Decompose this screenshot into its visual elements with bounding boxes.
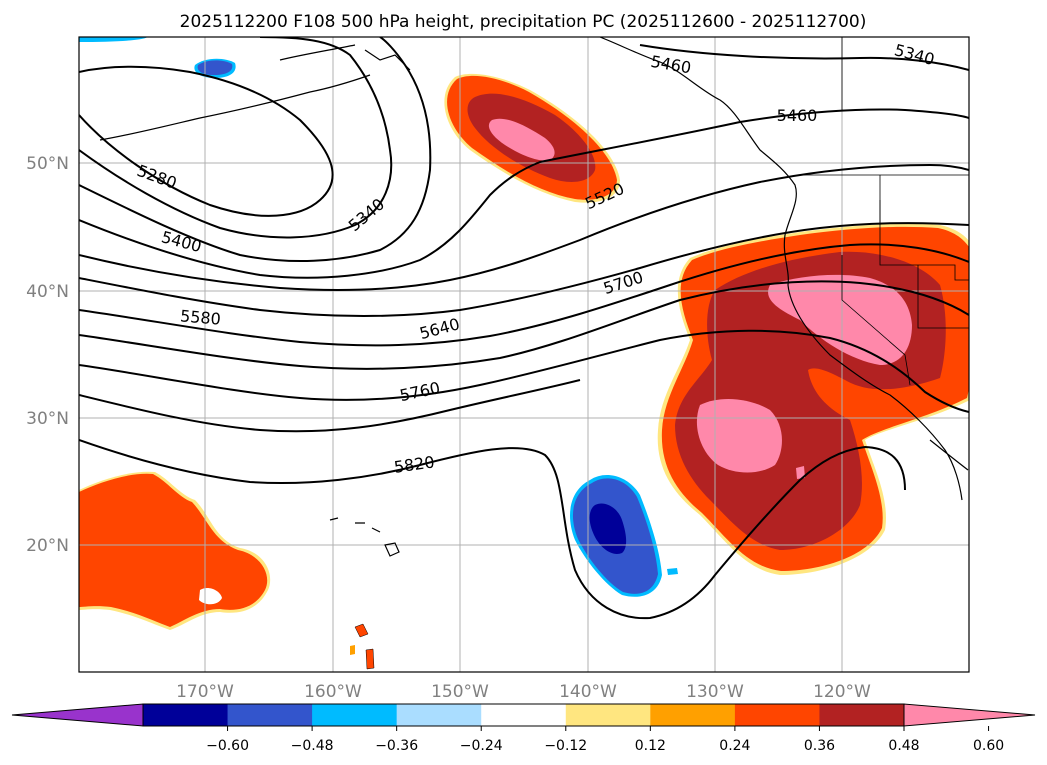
contour-5760 — [79, 329, 969, 413]
map-frame — [78, 36, 970, 673]
colorbar-tick-label: −0.60 — [206, 738, 249, 754]
contour-label-5700: 5700 — [601, 267, 646, 298]
lon-label-150: 150°W — [431, 682, 489, 702]
lon-label-130: 130°W — [686, 682, 744, 702]
colorbar-segment — [312, 704, 398, 726]
contour-label-5340b: 5340 — [892, 40, 936, 69]
height-contours — [79, 37, 969, 620]
colorbar-tick-label: 0.36 — [804, 738, 835, 754]
colorbar-tick-label: −0.48 — [291, 738, 334, 754]
precip-shading — [79, 37, 969, 670]
contour-5700 — [79, 280, 969, 370]
colorbar-segment — [650, 704, 736, 726]
lon-label-160: 160°W — [304, 682, 362, 702]
longitude-labels: 170°W 160°W 150°W 140°W 130°W 120°W — [176, 682, 871, 702]
colorbar-tick-label: 0.12 — [635, 738, 666, 754]
lat-label-50: 50°N — [26, 154, 69, 174]
contour-5280 — [79, 65, 334, 217]
lon-label-170: 170°W — [176, 682, 234, 702]
colorbar-tick-label: 0.24 — [719, 738, 750, 754]
contour-label-5460b: 5460 — [649, 52, 692, 78]
lon-label-140: 140°W — [559, 682, 617, 702]
latitude-labels: 50°N 40°N 30°N 20°N — [26, 154, 69, 556]
colorbar-right-extension — [903, 703, 1036, 727]
contour-label-5460: 5460 — [777, 106, 818, 125]
contour-label-5580: 5580 — [179, 306, 221, 328]
hawaii-islands — [329, 517, 400, 557]
colorbar-tick-label: −0.36 — [375, 738, 418, 754]
contour-label-5640: 5640 — [417, 314, 461, 343]
colorbar-segment — [227, 704, 313, 726]
colorbar-tick-label: 0.60 — [973, 738, 1004, 754]
colorbar-tick-label: 0.48 — [888, 738, 919, 754]
colorbar-segment — [819, 704, 905, 726]
colorbar-tick-label: −0.12 — [544, 738, 587, 754]
colorbar-left-extension — [11, 703, 144, 727]
state-borders — [800, 37, 969, 386]
contour-label-5820: 5820 — [393, 452, 436, 476]
colorbar-segment — [396, 704, 482, 726]
contour-5580 — [79, 222, 969, 317]
precip-core-offshore — [696, 398, 782, 473]
contour-5460 — [79, 108, 969, 279]
precip-core-california — [768, 274, 912, 365]
colorbar-segment — [734, 704, 820, 726]
contour-5820 — [79, 439, 906, 620]
lon-label-120: 120°W — [813, 682, 871, 702]
colorbar-segment — [481, 704, 567, 726]
map-panel: 5280 5340 5340 5400 5460 5460 5520 5580 … — [79, 37, 969, 672]
figure-title: 2025112200 F108 500 hPa height, precipit… — [180, 12, 867, 32]
lat-label-40: 40°N — [26, 282, 69, 302]
colorbar-segment — [565, 704, 651, 726]
lat-label-20: 20°N — [26, 536, 69, 556]
contour-5640 — [79, 243, 969, 347]
contour-5760b — [79, 379, 581, 433]
contour-5400 — [79, 37, 432, 263]
contour-5520 — [79, 163, 969, 291]
north-america-coast — [599, 37, 969, 501]
contour-label-5280: 5280 — [135, 161, 180, 193]
contour-label-5760: 5760 — [398, 378, 442, 405]
colorbar-tick-label: −0.24 — [460, 738, 503, 754]
colorbar-segment — [143, 704, 229, 726]
colorbar: −0.60 −0.48 −0.36 −0.24 −0.12 0.12 0.24 0.36 0.4… — [11, 703, 1036, 754]
lat-label-30: 30°N — [26, 409, 69, 429]
colorbar-frame — [142, 703, 905, 727]
contour-5340 — [79, 37, 969, 239]
